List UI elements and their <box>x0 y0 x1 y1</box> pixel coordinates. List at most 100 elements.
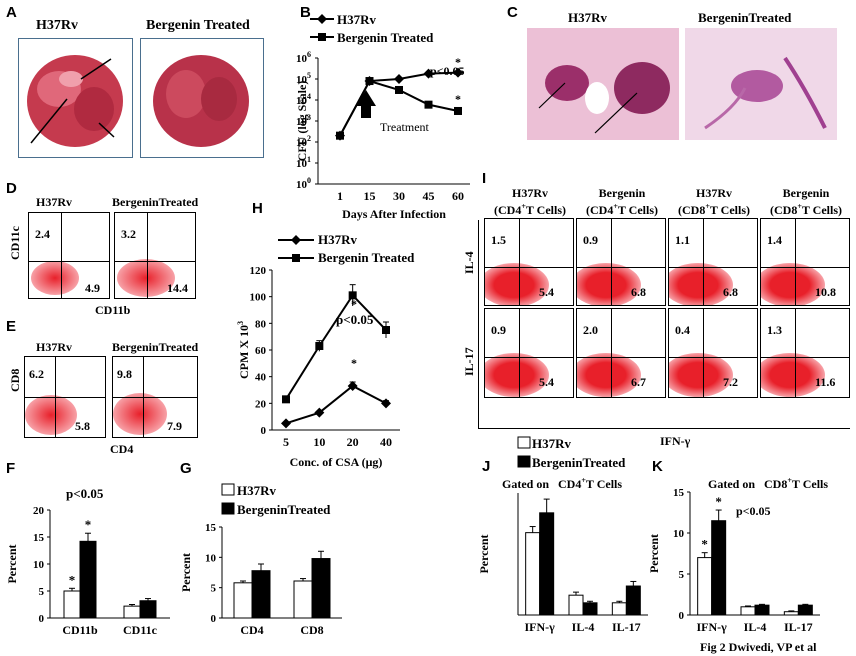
gate-sup: + <box>581 476 586 485</box>
gate-line <box>113 397 197 398</box>
quadrant-value: 2.4 <box>35 227 50 241</box>
col-header-sup: + <box>613 202 618 211</box>
gate-cells-2: T Cells <box>791 477 829 491</box>
quadrant-value: 14.4 <box>167 281 188 295</box>
quadrant-value: 5.4 <box>539 285 554 299</box>
col-header-line-1: Bergenin <box>782 186 830 200</box>
flow-dots <box>669 353 733 397</box>
x-axis-label: Days After Infection <box>342 207 446 221</box>
y-tick-label: 60 <box>255 345 267 357</box>
quadrant-value: 2.0 <box>583 323 598 337</box>
panel-d-xlabel: CD11b <box>95 303 131 317</box>
bar <box>711 520 727 616</box>
panel-e-label-2: BergeninTreated <box>112 340 199 354</box>
bar <box>754 604 770 616</box>
significance-star: * <box>701 537 708 552</box>
panel-i-col-header: H37Rv (CD8+T Cells) <box>670 186 758 217</box>
quadrant-value: 6.7 <box>631 375 646 389</box>
lung-image-bergenin <box>140 38 264 158</box>
col-header-cells: (CD8 <box>769 203 798 217</box>
x-tick-label: 5 <box>283 435 289 449</box>
panel-h-legend-2: Bergenin Treated <box>318 250 415 265</box>
panel-j-letter: J <box>482 458 491 475</box>
data-point <box>454 106 462 115</box>
flow-plot-i: 0.4 7.2 <box>668 308 758 398</box>
y-axis-label: Percent <box>179 553 193 592</box>
y-tick-label: 10 <box>205 552 217 564</box>
y-axis-label: CPM X 103 <box>236 321 251 379</box>
data-point <box>382 326 390 334</box>
panel-k-pvalue: p<0.05 <box>736 504 771 518</box>
quadrant-value: 6.8 <box>723 285 738 299</box>
gate-line <box>611 309 612 397</box>
x-tick-label: 40 <box>380 435 392 449</box>
gate-line <box>55 357 56 437</box>
panel-f-letter: F <box>6 460 16 477</box>
x-tick-label: 15 <box>364 189 376 203</box>
col-header-sup: + <box>705 202 710 211</box>
y-tick-label: 0 <box>39 613 45 625</box>
y-tick-label: 5 <box>211 583 217 595</box>
flow-dots <box>485 263 549 305</box>
gate-line <box>703 309 704 397</box>
col-header-line-1: H37Rv <box>512 186 548 200</box>
panel-i-yaxis <box>478 220 479 428</box>
panel-c-label-2: BergeninTreated <box>698 10 792 25</box>
y-axis-label: Percent <box>5 544 19 583</box>
quadrant-value: 11.6 <box>815 375 836 389</box>
flow-plot-i: 0.9 5.4 <box>484 308 574 398</box>
panel-i-letter: I <box>482 170 487 187</box>
col-header-line-2: (CD8+T Cells) <box>762 200 850 217</box>
legend-swatch-filled <box>221 502 235 515</box>
x-axis-label: Conc. of CSA (μg) <box>290 455 383 469</box>
data-point <box>281 418 291 429</box>
gate-line <box>577 357 665 358</box>
y-tick-label: 10 <box>33 559 45 571</box>
flow-dots <box>31 261 79 295</box>
quadrant-value: 9.8 <box>117 367 132 381</box>
panel-f-pvalue: p<0.05 <box>66 486 104 501</box>
y-tick-label: 15 <box>33 532 45 544</box>
y-axis-label-sup: 3 <box>236 321 245 325</box>
legend-marker <box>317 14 327 24</box>
x-tick-label: 20 <box>347 435 359 449</box>
y-tick-label: 15 <box>205 522 217 534</box>
flow-dots <box>117 259 175 297</box>
panel-i-col-header: Bergenin (CD8+T Cells) <box>762 186 850 217</box>
panel-c-letter: C <box>507 4 518 21</box>
legend-swatch-open <box>517 436 531 449</box>
panel-g-legend-2: BergeninTreated <box>237 502 331 517</box>
flow-plot-i: 0.9 6.8 <box>576 218 666 306</box>
panel-g-letter: G <box>180 460 192 477</box>
bar <box>697 557 713 616</box>
col-header-cells: (CD4 <box>585 203 614 217</box>
x-tick-label: IFN-γ <box>697 620 728 634</box>
col-header-line-2: (CD4+T Cells) <box>486 200 574 217</box>
quadrant-value: 6.8 <box>631 285 646 299</box>
histology-image-h37rv <box>527 28 679 140</box>
panel-b-star-1: * <box>455 55 461 69</box>
gate-line <box>669 267 757 268</box>
panel-b-legend-2: Bergenin Treated <box>337 30 434 45</box>
gate-text: Gated on <box>502 477 550 491</box>
panel-a-letter: A <box>6 4 17 21</box>
col-header-line-2: (CD8+T Cells) <box>670 200 758 217</box>
y-tick-exponent: 5 <box>307 71 311 80</box>
panel-i-col-header: H37Rv (CD4+T Cells) <box>486 186 574 217</box>
gate-line <box>485 267 573 268</box>
data-point <box>381 398 391 409</box>
x-tick-label: IL-4 <box>572 620 595 634</box>
panel-j-gate: Gated on CD4+T Cells <box>502 476 622 492</box>
panel-h-pvalue: p<0.05 <box>336 312 374 327</box>
y-tick-label: 20 <box>255 398 267 410</box>
quadrant-value: 6.2 <box>29 367 44 381</box>
significance-star: * <box>85 517 92 532</box>
quadrant-value: 1.4 <box>767 233 782 247</box>
panel-h-star-2: * <box>351 356 357 370</box>
panel-b-letter: B <box>300 4 311 21</box>
col-header-line-1: Bergenin <box>598 186 646 200</box>
col-header-tcells: T Cells) <box>525 203 566 217</box>
y-tick-label: 40 <box>255 372 267 384</box>
